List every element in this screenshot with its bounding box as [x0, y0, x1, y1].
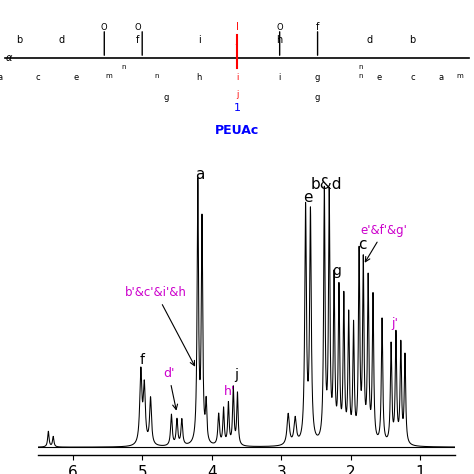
Text: j: j — [236, 35, 238, 45]
Text: PEUAc: PEUAc — [215, 124, 259, 137]
Text: a: a — [438, 73, 443, 82]
Text: g: g — [163, 93, 169, 102]
Text: O: O — [101, 23, 108, 32]
Text: m: m — [456, 73, 463, 79]
Text: j: j — [234, 368, 237, 382]
Text: b'&c'&i'&h: b'&c'&i'&h — [125, 286, 194, 365]
Text: n: n — [358, 64, 363, 71]
Text: i: i — [198, 35, 201, 45]
Text: b&d: b&d — [311, 177, 343, 192]
Text: e: e — [303, 191, 313, 205]
Text: b: b — [409, 35, 416, 45]
Text: h': h' — [224, 385, 236, 398]
Text: $\alpha$: $\alpha$ — [5, 53, 13, 63]
Text: g: g — [332, 264, 341, 278]
Text: O: O — [276, 23, 283, 32]
Text: f: f — [136, 35, 139, 45]
Text: d': d' — [163, 367, 178, 410]
Text: m: m — [106, 73, 112, 79]
Text: n: n — [358, 73, 363, 79]
Text: j': j' — [392, 317, 399, 330]
Text: j: j — [236, 90, 238, 99]
Text: i: i — [278, 73, 281, 82]
Text: i: i — [236, 73, 238, 82]
Text: f: f — [140, 353, 145, 366]
Text: e: e — [376, 73, 382, 82]
Text: b: b — [16, 35, 22, 45]
Text: h: h — [276, 35, 283, 45]
Text: e'&f'&g': e'&f'&g' — [361, 224, 408, 262]
Text: a: a — [0, 73, 2, 82]
Text: O: O — [134, 23, 141, 32]
Text: c: c — [36, 73, 40, 82]
Text: 1: 1 — [234, 103, 240, 113]
Text: g: g — [315, 93, 320, 102]
Text: d: d — [59, 35, 64, 45]
Text: a: a — [195, 167, 205, 182]
Text: n: n — [154, 73, 159, 79]
Text: I: I — [236, 22, 238, 32]
Text: c: c — [410, 73, 415, 82]
Text: n: n — [121, 64, 126, 71]
Text: g: g — [315, 73, 320, 82]
Text: c: c — [358, 237, 366, 252]
Text: d: d — [367, 35, 373, 45]
Text: e: e — [73, 73, 79, 82]
Text: f: f — [316, 22, 319, 32]
Text: h: h — [196, 73, 202, 82]
